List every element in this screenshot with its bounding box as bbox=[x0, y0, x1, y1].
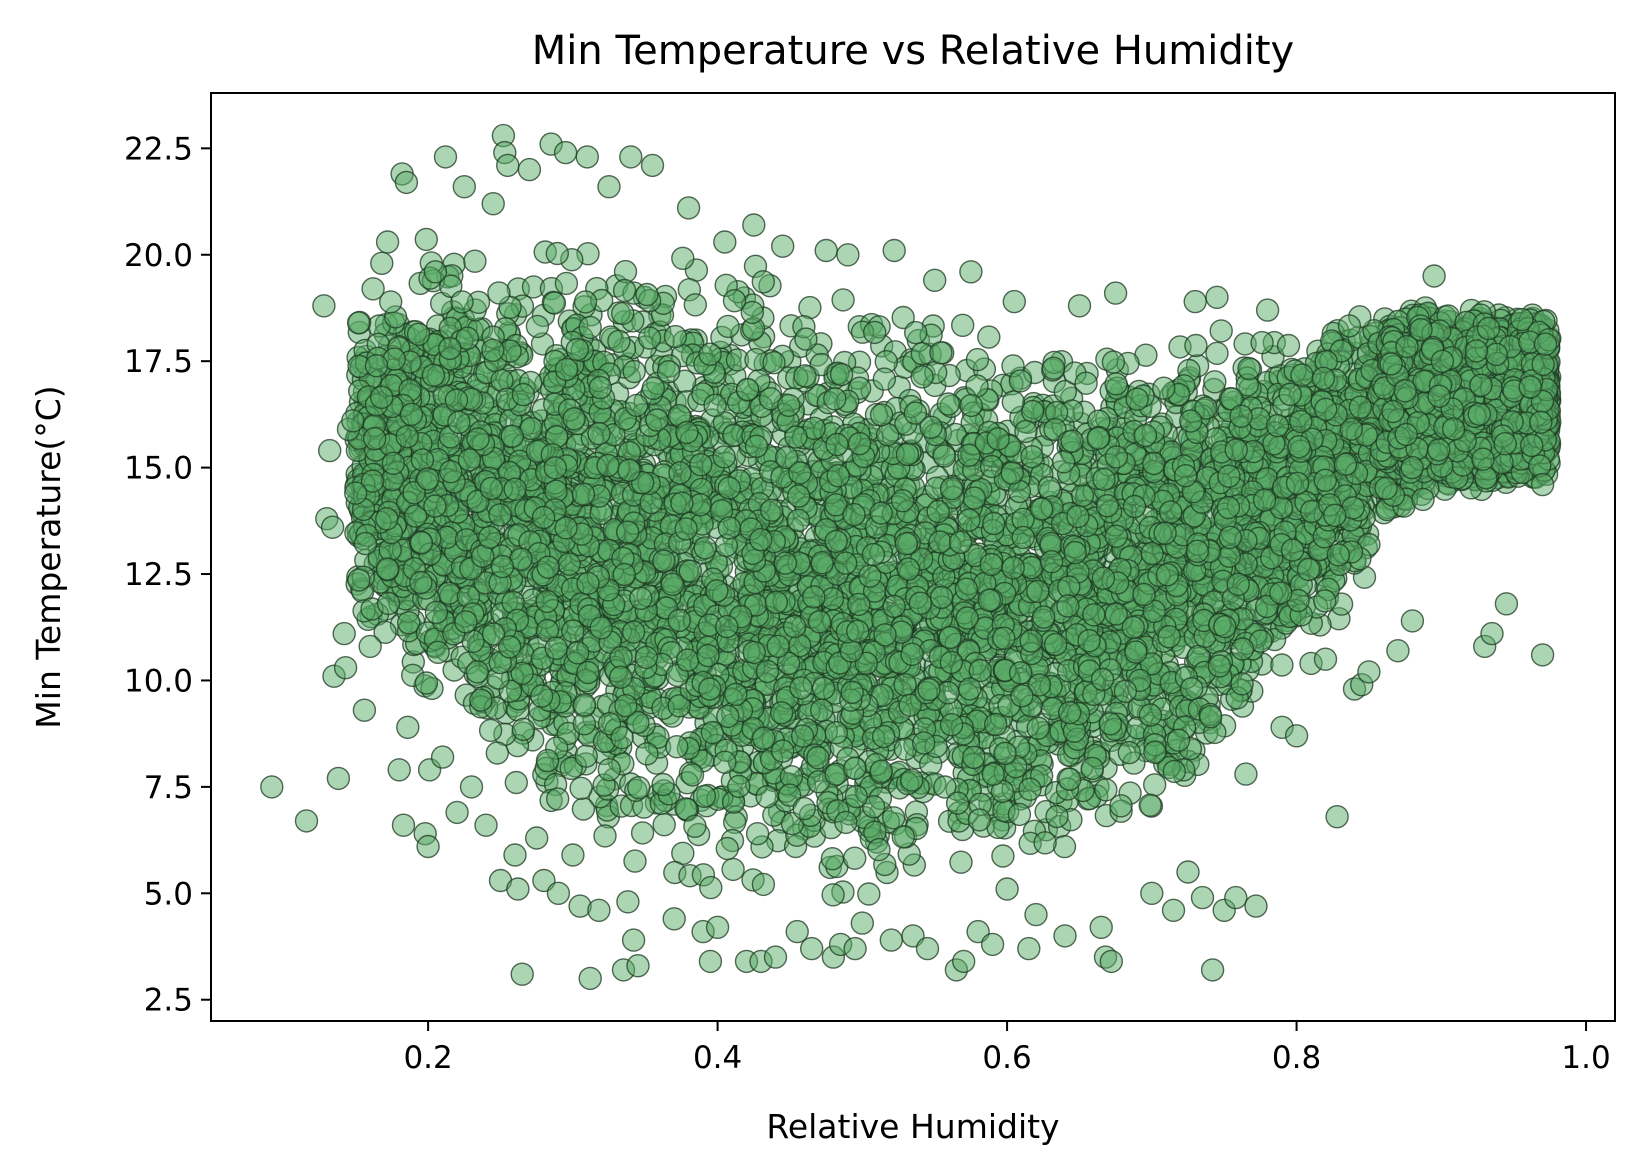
data-point bbox=[463, 249, 487, 273]
data-point bbox=[1184, 333, 1208, 358]
data-point bbox=[820, 847, 845, 871]
data-point bbox=[652, 813, 676, 837]
chart-title: Min Temperature vs Relative Humidity bbox=[532, 28, 1294, 74]
data-point bbox=[545, 241, 569, 266]
data-point bbox=[485, 741, 509, 765]
data-points bbox=[260, 123, 1562, 991]
data-point bbox=[831, 288, 855, 312]
data-point bbox=[891, 305, 915, 330]
data-point bbox=[1138, 793, 1162, 817]
data-point bbox=[1041, 356, 1066, 380]
data-point bbox=[571, 797, 596, 821]
data-point bbox=[504, 770, 528, 795]
data-point bbox=[857, 882, 881, 906]
data-point bbox=[751, 872, 776, 897]
data-point bbox=[623, 849, 647, 873]
data-point bbox=[949, 850, 973, 874]
data-point bbox=[478, 718, 503, 743]
data-point bbox=[936, 392, 960, 416]
data-point bbox=[1101, 350, 1126, 374]
data-point bbox=[573, 290, 598, 314]
data-point bbox=[1205, 341, 1229, 365]
